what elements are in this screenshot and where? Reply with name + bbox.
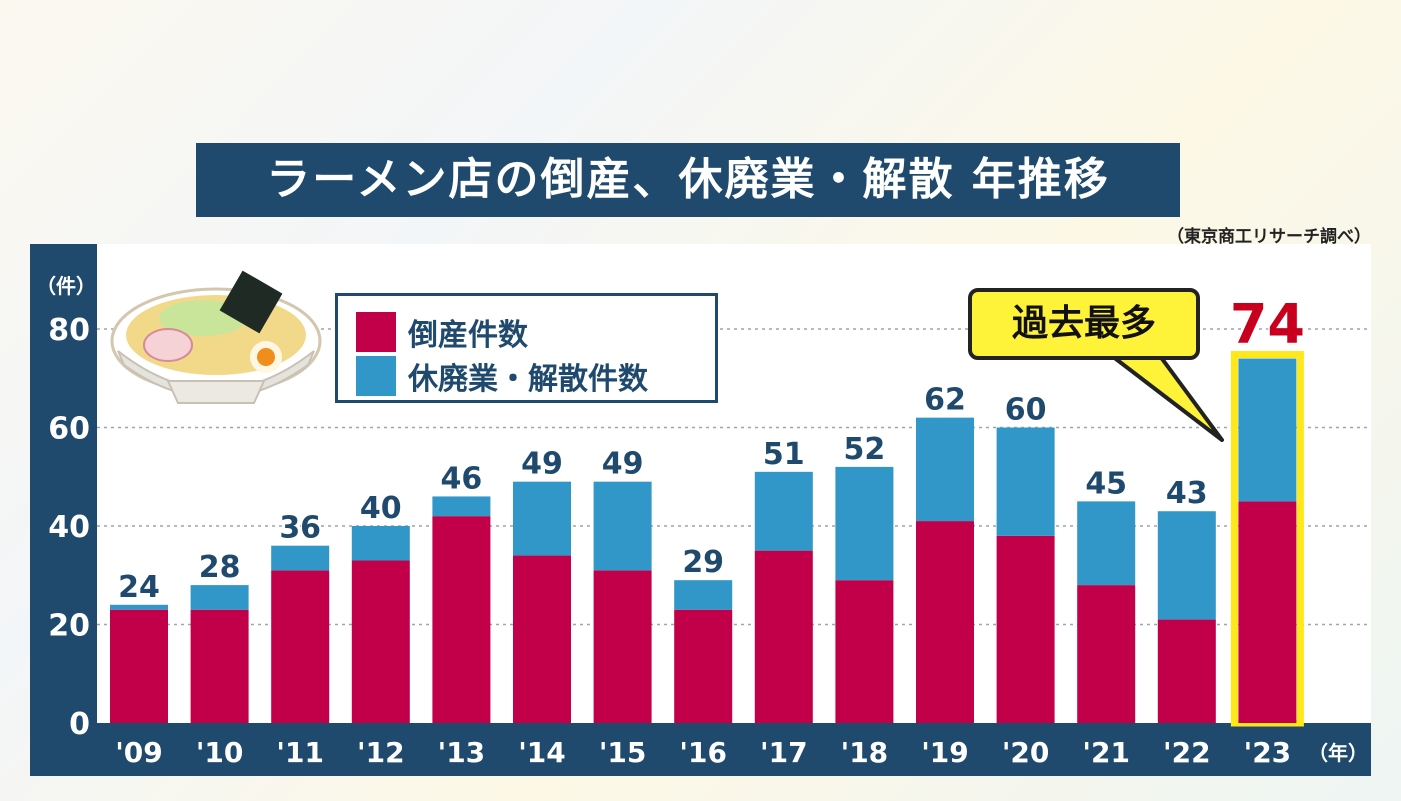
legend-swatch-closure (356, 356, 396, 396)
bar-bankruptcy (674, 609, 733, 723)
x-tick-label: '16 (679, 736, 727, 769)
data-label-total: 36 (279, 511, 321, 546)
bar-closure (190, 585, 249, 610)
source-note: （東京商工リサーチ調べ） (1167, 227, 1371, 247)
x-tick-label: '21 (1082, 736, 1130, 769)
data-label-total: 62 (924, 383, 966, 418)
x-tick-label: '13 (438, 736, 486, 769)
x-tick-label: '20 (1002, 736, 1050, 769)
x-tick-label: '11 (276, 736, 324, 769)
data-label-total: 46 (441, 461, 483, 496)
x-tick-label: '12 (357, 736, 405, 769)
legend-swatch-bankruptcy (356, 312, 396, 352)
y-tick-label: 60 (48, 412, 90, 447)
data-label-total: 51 (763, 437, 805, 472)
bar-bankruptcy (593, 570, 652, 723)
data-label-total: 40 (360, 491, 402, 526)
bar-bankruptcy (110, 609, 168, 723)
bar-bankruptcy (190, 609, 249, 723)
chart-title: ラーメン店の倒産、休廃業・解散 年推移 (196, 143, 1180, 217)
data-label-total: 24 (118, 570, 160, 605)
ramen-bowl-icon (110, 270, 322, 404)
data-label-total: 43 (1166, 476, 1208, 511)
record-high-callout: 過去最多 (968, 288, 1200, 360)
x-axis-unit: （年） (1308, 741, 1368, 765)
bar-bankruptcy (996, 535, 1055, 723)
x-tick-label: '09 (115, 736, 163, 769)
bar-bankruptcy (513, 555, 571, 723)
bar-closure (1077, 501, 1136, 586)
x-tick-label: '23 (1244, 736, 1292, 769)
legend-item-bankruptcy: 倒産件数 (356, 310, 528, 354)
bar-bankruptcy (835, 580, 894, 723)
legend-label-bankruptcy: 倒産件数 (408, 318, 528, 353)
bar-bankruptcy (1077, 585, 1136, 723)
bar-closure (1157, 511, 1216, 620)
y-tick-label: 20 (48, 609, 90, 644)
bar-closure (754, 471, 813, 551)
data-label-total: 49 (602, 447, 644, 482)
x-tick-label: '22 (1163, 736, 1211, 769)
x-tick-label: '15 (599, 736, 647, 769)
bar-bankruptcy (1238, 501, 1297, 723)
legend-item-closure: 休廃業・解散件数 (356, 354, 648, 398)
bar-closure (110, 604, 168, 610)
bar-bankruptcy (1157, 619, 1216, 723)
bar-bankruptcy (432, 516, 491, 723)
data-label-total: 29 (682, 545, 724, 580)
bar-closure (432, 496, 491, 517)
x-tick-label: '19 (921, 736, 969, 769)
legend-label-closure: 休廃業・解散件数 (408, 362, 648, 397)
bar-bankruptcy (271, 570, 330, 723)
bar-closure (513, 481, 571, 556)
bar-closure (835, 466, 894, 581)
data-label-total: 52 (844, 432, 886, 467)
x-tick-label: '17 (760, 736, 808, 769)
bar-closure (271, 545, 330, 571)
bar-bankruptcy (916, 521, 974, 723)
bar-closure (593, 481, 652, 571)
bar-closure (351, 526, 410, 561)
y-axis-unit: （件） (36, 274, 96, 298)
x-tick-label: '10 (196, 736, 244, 769)
bar-bankruptcy (754, 550, 813, 723)
bar-closure (674, 580, 733, 610)
data-label-total: 28 (199, 550, 241, 585)
x-tick-label: '18 (841, 736, 889, 769)
data-label-total: 45 (1085, 466, 1127, 501)
data-label-total: 60 (1005, 393, 1047, 428)
bar-closure (916, 417, 974, 522)
y-tick-label: 80 (48, 313, 90, 348)
bar-closure (996, 427, 1055, 536)
y-tick-label: 40 (48, 510, 90, 545)
data-label-total: 49 (521, 447, 563, 482)
legend: 倒産件数 休廃業・解散件数 (335, 293, 718, 403)
bar-bankruptcy (351, 560, 410, 723)
data-label-total: 74 (1230, 293, 1305, 356)
y-tick-label: 0 (69, 707, 90, 742)
bar-closure (1238, 358, 1297, 502)
x-tick-label: '14 (518, 736, 566, 769)
